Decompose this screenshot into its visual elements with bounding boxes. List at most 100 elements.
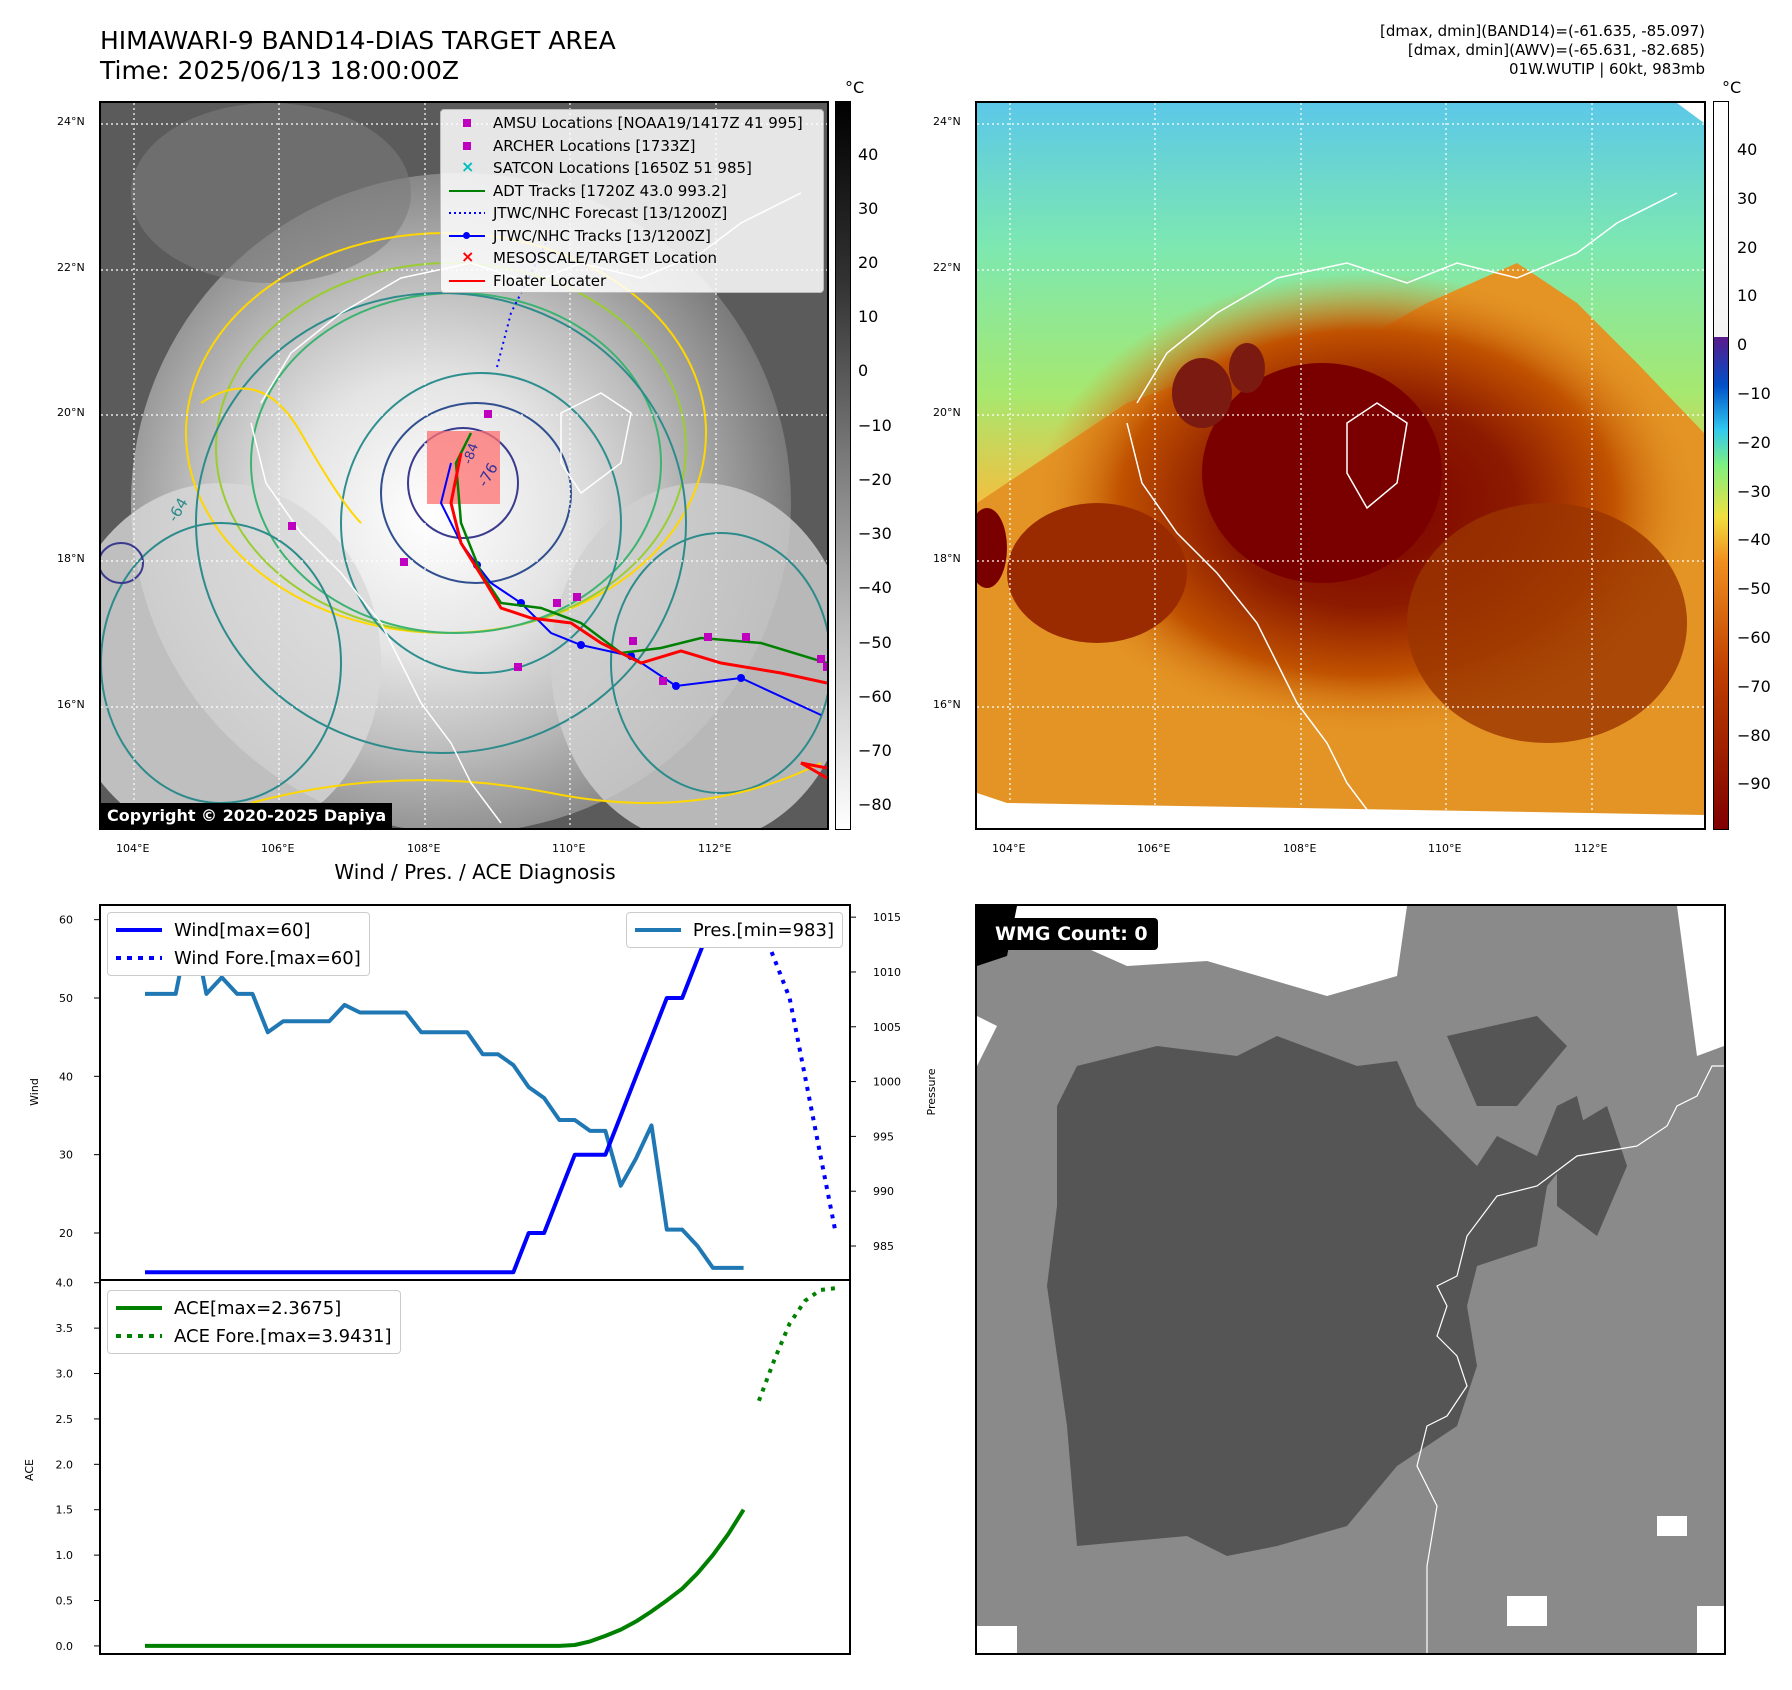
band14-colorbar-tick: −80 [858,795,892,814]
awv-colorbar-tick: −30 [1737,482,1771,501]
awv-colorbar-tick: −40 [1737,530,1771,549]
pres-legend-swatch [634,928,681,932]
lat-tick-label: 18°N [57,552,85,565]
page-title: HIMAWARI-9 BAND14-DIAS TARGET AREA [100,26,616,55]
band14-colorbar-tick: −60 [858,687,892,706]
wind-fore-legend-label: Wind Fore.[max=60] [174,947,361,969]
map-legend-row: × MESOSCALE/TARGET Location [441,247,823,270]
map-legend-swatch [449,229,485,243]
awv-colorbar-tick: 20 [1737,238,1758,257]
map-legend-row: AMSU Locations [NOAA19/1417Z 41 995] [441,112,823,135]
map-legend-swatch: × [461,247,475,267]
map-legend-swatch: × [461,157,475,177]
wmg-count-badge: WMG Count: 0 [985,918,1158,950]
awv-colorbar-tick: 40 [1737,140,1758,159]
map-legend-row: JTWC/NHC Tracks [13/1200Z] [441,225,823,248]
pressure-series-line [145,915,744,1270]
map-legend-swatch [449,274,485,288]
copyright-badge: Copyright © 2020-2025 Dapiya [101,803,393,828]
info-awv: [dmax, dmin](AWV)=(-65.631, -82.685) [1407,41,1705,59]
lon-tick-label: 112°E [698,842,732,855]
lat-tick-label: 20°N [933,406,961,419]
lon-tick-label: 104°E [116,842,150,855]
ace-fore-legend-label: ACE Fore.[max=3.9431] [174,1325,392,1347]
ace-tick-label: 3.5 [56,1322,74,1335]
ace-tick-label: 0.5 [56,1595,74,1608]
lon-tick-label: 112°E [1574,842,1608,855]
band14-colorbar-tick: 20 [858,253,879,272]
lat-tick-label: 16°N [57,698,85,711]
ace-tick-label: 2.5 [56,1413,74,1426]
awv-colorbar-tick: −20 [1737,433,1771,452]
ace-tick-label: 0.0 [56,1640,74,1653]
wmg-panel: WMG Count: 0 [975,904,1726,1655]
map-legend-label: SATCON Locations [1650Z 51 985] [493,159,752,178]
band14-colorbar-tick: −30 [858,524,892,543]
map-legend-label: AMSU Locations [NOAA19/1417Z 41 995] [493,114,803,133]
map-legend-label: JTWC/NHC Forecast [13/1200Z] [493,204,728,223]
awv-colorbar-tick: −10 [1737,384,1771,403]
pressure-axis-label: Pressure [925,1068,938,1115]
pres-legend-label: Pres.[min=983] [692,919,834,941]
ace-legend-swatch [116,1306,162,1310]
pressure-tick-label: 1010 [873,966,901,979]
awv-colorbar [1713,101,1729,830]
band14-map-panel: -64 -76 -84 Copyright © 2020-2025 Dapiya… [99,101,829,830]
wind-series-line [145,917,744,1275]
lat-tick-label: 24°N [933,115,961,128]
map-legend-label: JTWC/NHC Tracks [13/1200Z] [493,226,711,245]
pressure-tick-label: 990 [873,1185,894,1198]
awv-colorbar-tick: −60 [1737,628,1771,647]
diagnosis-chart: 20 30 40 50 60 985 990 995 1000 1005 1010 1015 0.0 0.… [23,904,938,1655]
map-legend-label: MESOSCALE/TARGET Location [493,249,718,268]
map-legend-swatch [449,206,485,220]
info-band14: [dmax, dmin](BAND14)=(-61.635, -85.097) [1380,22,1705,40]
map-legend-row: × SATCON Locations [1650Z 51 985] [441,157,823,180]
awv-colorbar-tick: −90 [1737,774,1771,793]
map-legend-label: ARCHER Locations [1733Z] [493,136,696,155]
contour-label-84: -84 [461,441,482,466]
band14-colorbar-tick: −20 [858,470,892,489]
map-legend-swatch [449,139,485,153]
band14-colorbar-tick: 10 [858,307,879,326]
ace-tick-label: 1.5 [56,1504,74,1517]
awv-colorbar-tick: 10 [1737,286,1758,305]
band14-colorbar-tick: 0 [858,361,869,380]
awv-map [977,103,1704,828]
pres-legend: Pres.[min=983] [625,912,843,948]
map-legend-row: JTWC/NHC Forecast [13/1200Z] [441,202,823,225]
ace-tick-label: 4.0 [56,1277,74,1290]
wind-tick-label: 20 [59,1227,73,1240]
info-storm: 01W.WUTIP | 60kt, 983mb [1509,60,1705,78]
wind-legend-swatch [116,928,162,932]
pressure-tick-label: 1005 [873,1021,901,1034]
ace-tick-label: 2.0 [56,1458,74,1471]
wind-tick-label: 50 [59,992,73,1005]
ace-fore-legend-swatch [116,1334,162,1338]
band14-colorbar-tick: 30 [858,199,879,218]
ace-axis-label: ACE [23,1459,36,1481]
band14-colorbar-tick: 40 [858,145,879,164]
ace-frame [99,1279,851,1655]
wind-tick-label: 40 [59,1070,73,1083]
lon-tick-label: 104°E [992,842,1026,855]
awv-colorbar-unit: °C [1722,78,1742,97]
wmg-map [977,906,1724,1653]
lat-tick-label: 18°N [933,552,961,565]
mesoscale-target-box [427,431,500,504]
band14-colorbar-tick: −10 [858,416,892,435]
lon-tick-label: 108°E [407,842,441,855]
wind-legend: Wind[max=60] Wind Fore.[max=60] [107,912,370,976]
band14-colorbar-tick: −50 [858,633,892,652]
page-time: Time: 2025/06/13 18:00:00Z [100,56,459,85]
pressure-tick-label: 1000 [873,1076,901,1089]
wind-fore-legend-swatch [116,956,162,960]
band14-colorbar-tick: −70 [858,741,892,760]
lat-tick-label: 20°N [57,406,85,419]
ace-legend-label: ACE[max=2.3675] [174,1297,342,1319]
lat-tick-label: 22°N [57,261,85,274]
lat-tick-label: 22°N [933,261,961,274]
lon-tick-label: 110°E [552,842,586,855]
map-legend-row: ARCHER Locations [1733Z] [441,135,823,158]
lat-tick-label: 16°N [933,698,961,711]
